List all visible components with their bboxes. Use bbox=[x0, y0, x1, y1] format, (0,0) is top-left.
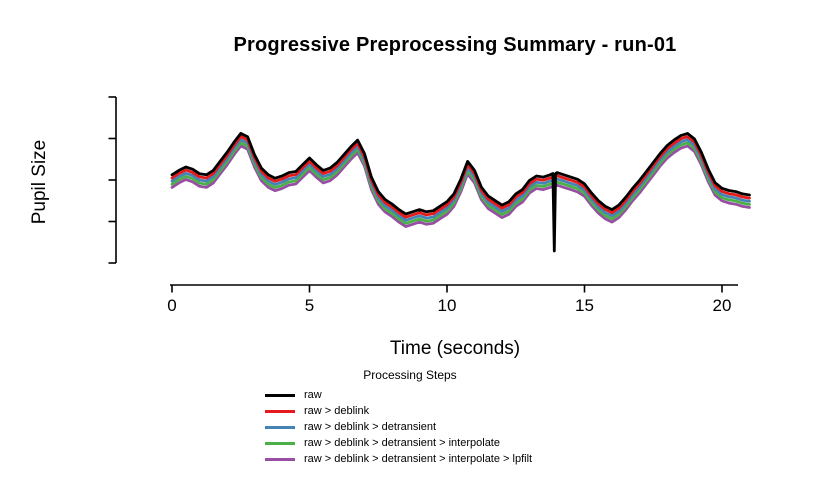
x-tick-label: 10 bbox=[438, 296, 457, 315]
legend-item-label: raw > deblink > detransient bbox=[304, 421, 437, 433]
legend: Processing Steps raw raw > deblink raw > d… bbox=[240, 368, 580, 467]
legend-item: raw > deblink > detransient > interpolat… bbox=[240, 435, 580, 451]
legend-rows: raw raw > deblink raw > deblink > detransi… bbox=[240, 387, 580, 467]
legend-item-label: raw > deblink > detransient > interpolat… bbox=[304, 437, 500, 449]
legend-title: Processing Steps bbox=[363, 368, 457, 382]
legend-item: raw > deblink > detransient bbox=[240, 419, 580, 435]
legend-line-swatch bbox=[265, 409, 295, 413]
chart-title: Progressive Preprocessing Summary - run-… bbox=[233, 34, 677, 56]
x-axis-label: Time (seconds) bbox=[389, 338, 521, 359]
legend-item: raw > deblink > detransient > interpolat… bbox=[240, 451, 580, 467]
legend-item-label: raw > deblink > detransient > interpolat… bbox=[304, 453, 533, 465]
x-tick-label: 15 bbox=[575, 296, 594, 315]
legend-line-swatch bbox=[265, 425, 295, 429]
series-raw bbox=[170, 131, 751, 253]
x-tick-label: 20 bbox=[713, 296, 732, 315]
legend-item-label: raw > deblink bbox=[304, 405, 370, 417]
legend-line-swatch bbox=[265, 441, 295, 445]
legend-item: raw bbox=[240, 387, 580, 403]
legend-item-label: raw bbox=[304, 389, 322, 401]
legend-line-swatch bbox=[265, 393, 295, 397]
legend-line-swatch bbox=[265, 457, 295, 461]
x-tick-label: 5 bbox=[305, 296, 314, 315]
x-tick-label: 0 bbox=[167, 296, 176, 315]
legend-item: raw > deblink bbox=[240, 403, 580, 419]
